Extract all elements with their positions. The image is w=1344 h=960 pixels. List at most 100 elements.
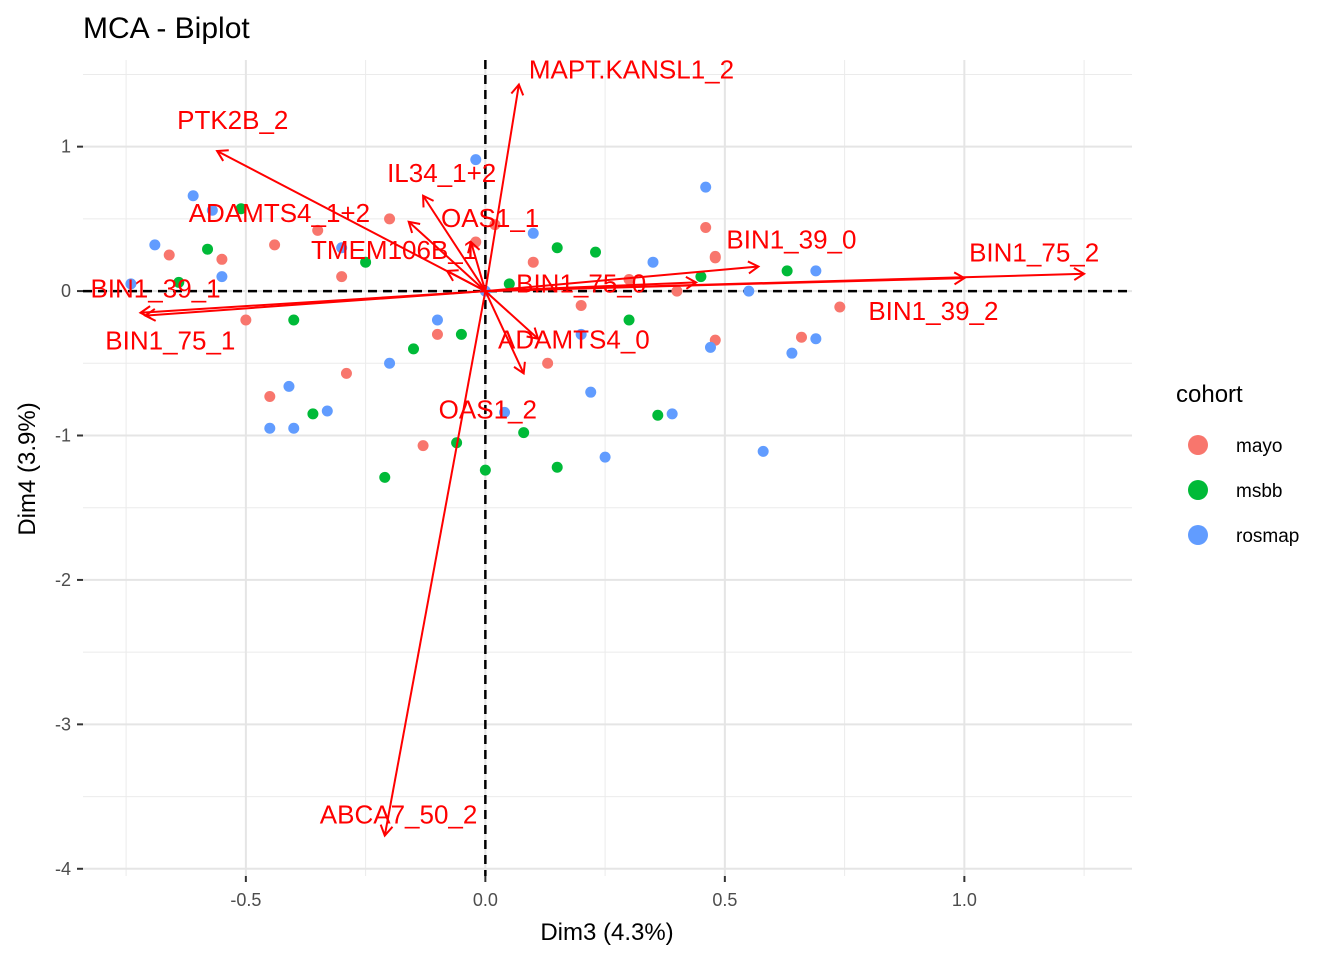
y-tick-label: 0 (61, 281, 71, 301)
data-point-mayo (671, 285, 683, 297)
data-point-rosmap (206, 204, 218, 216)
variable-label: BIN1_39_2 (868, 296, 998, 326)
data-point-mayo (527, 256, 539, 268)
y-axis-ticks: 1 0 -1 -2 -3 -4 (55, 137, 83, 879)
variable-arrow (215, 149, 486, 292)
data-point-msbb (652, 409, 664, 421)
data-point-rosmap (283, 380, 295, 392)
variable-label: OAS1_1 (441, 203, 539, 233)
legend-label-mayo: mayo (1236, 436, 1282, 457)
data-point-mayo (240, 314, 252, 326)
x-tick-label: 1.0 (952, 890, 977, 910)
data-point-msbb (202, 243, 214, 255)
data-point-mayo (542, 357, 554, 369)
data-point-msbb (408, 343, 420, 355)
variable-label: OAS1_2 (439, 394, 537, 424)
data-point-rosmap (321, 405, 333, 417)
x-axis-title: Dim3 (4.3%) (540, 919, 673, 946)
y-axis-title: Dim4 (3.9%) (14, 402, 41, 535)
reference-lines (83, 60, 1132, 876)
data-point-mayo (336, 271, 348, 283)
legend-key-mayo (1188, 435, 1208, 455)
variable-label: BIN1_39_1 (90, 274, 220, 304)
x-axis-ticks: -0.5 0.0 0.5 1.0 (230, 876, 977, 910)
variable-label: BIN1_39_0 (726, 225, 856, 255)
variable-label: MAPT.KANSL1_2 (529, 55, 734, 85)
variable-label: BIN1_75_2 (969, 238, 1099, 268)
data-point-mayo (163, 249, 175, 261)
variable-arrow (484, 82, 525, 292)
data-point-msbb (379, 471, 391, 483)
data-point-rosmap (704, 341, 716, 353)
data-point-rosmap (187, 190, 199, 202)
data-point-rosmap (125, 278, 137, 290)
data-point-msbb (479, 464, 491, 476)
data-point-mayo (340, 367, 352, 379)
data-point-rosmap (786, 347, 798, 359)
x-tick-label: 0.0 (473, 890, 498, 910)
variable-label: BIN1_75_1 (105, 326, 235, 356)
variable-arrow (485, 260, 761, 293)
variable-arrow (484, 290, 526, 376)
data-point-rosmap (384, 357, 396, 369)
y-tick-label: 1 (61, 137, 71, 157)
variable-arrow (467, 240, 487, 292)
legend: cohort mayo msbb rosmap (1176, 381, 1299, 547)
grid (83, 60, 1132, 876)
data-point-msbb (590, 246, 602, 258)
legend-label-msbb: msbb (1236, 481, 1282, 502)
y-tick-label: -1 (55, 426, 71, 446)
data-point-rosmap (288, 422, 300, 434)
x-tick-label: -0.5 (230, 890, 261, 910)
data-point-rosmap (264, 422, 276, 434)
data-point-mayo (700, 222, 712, 234)
legend-label-rosmap: rosmap (1236, 526, 1299, 547)
data-point-msbb (695, 271, 707, 283)
variable-label: ADAMTS4_0 (498, 325, 650, 355)
data-point-msbb (503, 278, 515, 290)
data-point-rosmap (470, 154, 482, 166)
variable-arrow (484, 290, 540, 341)
variable-label: ADAMTS4_1+2 (189, 198, 370, 228)
data-point-rosmap (216, 271, 228, 283)
legend-key-msbb (1188, 480, 1208, 500)
variable-arrow (422, 194, 487, 292)
variable-arrow (407, 220, 487, 292)
data-point-rosmap (499, 406, 511, 418)
data-point-rosmap (575, 328, 587, 340)
data-point-msbb (518, 427, 530, 439)
data-point-rosmap (743, 285, 755, 297)
variable-label: ABCA7_50_2 (320, 800, 478, 830)
data-point-rosmap (149, 239, 161, 251)
data-point-mayo (709, 252, 721, 264)
variable-label: BIN1_75_0 (516, 268, 646, 298)
y-tick-label: -4 (55, 859, 71, 879)
data-point-msbb (235, 203, 247, 215)
data-point-rosmap (666, 408, 678, 420)
variable-arrows (138, 82, 1087, 838)
data-point-msbb (173, 276, 185, 288)
data-point-rosmap (700, 181, 712, 193)
data-point-mayo (489, 219, 501, 231)
data-point-rosmap (810, 265, 822, 277)
data-point-mayo (384, 213, 396, 225)
data-point-mayo (264, 391, 276, 403)
data-point-mayo (795, 331, 807, 343)
variable-label: PTK2B_2 (177, 105, 288, 135)
x-tick-label: 0.5 (712, 890, 737, 910)
data-point-msbb (551, 242, 563, 254)
data-point-msbb (455, 328, 467, 340)
data-point-rosmap (336, 242, 348, 254)
legend-key-rosmap (1188, 525, 1208, 545)
data-point-msbb (288, 314, 300, 326)
data-point-msbb (781, 265, 793, 277)
variable-label: IL34_1+2 (387, 158, 496, 188)
variable-labels: MAPT.KANSL1_2 PTK2B_2 IL34_1+2 ADAMTS4_1+2 O… (90, 55, 1099, 830)
y-tick-label: -3 (55, 714, 71, 734)
variable-arrow (485, 271, 967, 293)
data-point-mayo (623, 274, 635, 286)
data-point-rosmap (647, 256, 659, 268)
variable-arrow (445, 269, 486, 292)
data-point-mayo (431, 328, 443, 340)
